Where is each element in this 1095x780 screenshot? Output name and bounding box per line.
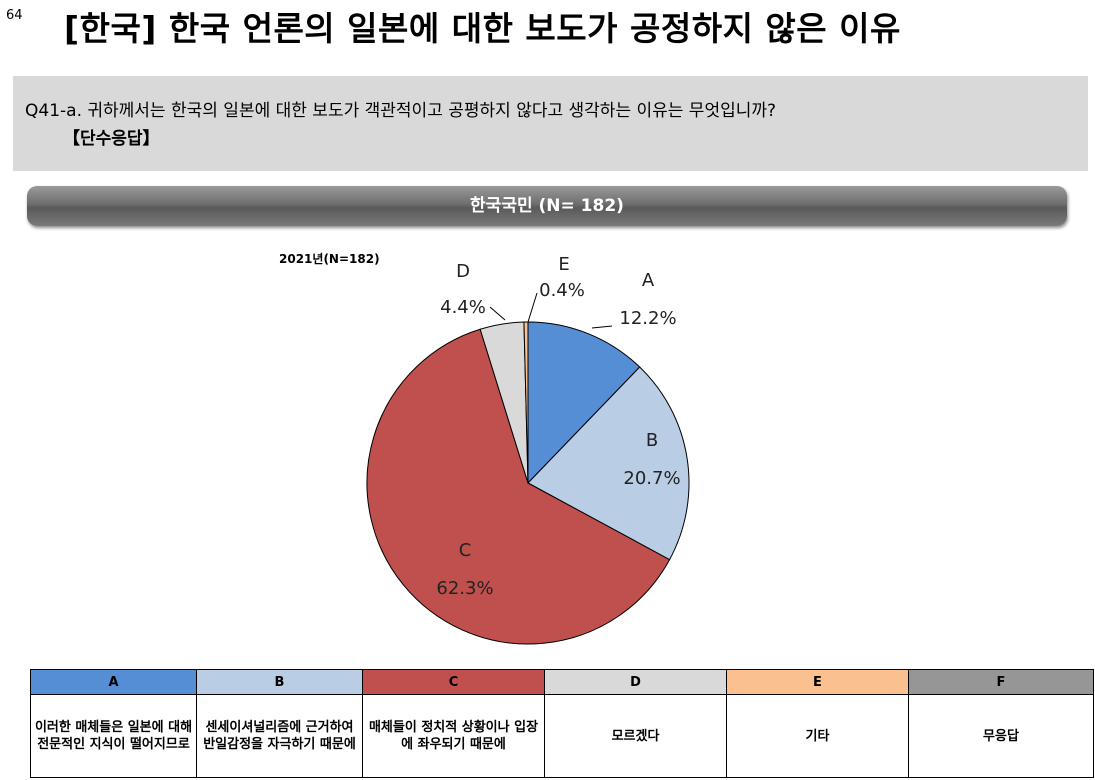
question-box: Q41-a. 귀하께서는 한국의 일본에 대한 보도가 객관적이고 공평하지 않… [13, 76, 1088, 171]
pie-slice-b [527, 366, 690, 561]
legend-header-b: B [196, 669, 363, 695]
value-label-c: 62.3% [436, 578, 493, 599]
legend-desc-e: 기타 [726, 694, 909, 778]
legend-desc-f: 무응답 [908, 694, 1094, 778]
question-text: Q41-a. 귀하께서는 한국의 일본에 대한 보도가 객관적이고 공평하지 않… [25, 101, 777, 121]
category-label-e: E [558, 254, 569, 275]
pie-slice-c [366, 328, 671, 645]
question-response-type: 【단수응답】 [63, 129, 160, 149]
value-label-d: 4.4% [440, 297, 486, 318]
pie-chart: A 12.2% B 20.7% C 62.3% D 4.4% E 0.4% [366, 254, 690, 645]
legend-header-c: C [362, 669, 545, 695]
legend-desc-a: 이러한 매체들은 일본에 대해 전문적인 지식이 떨어지므로 [30, 694, 197, 778]
legend-header-a: A [30, 669, 197, 695]
legend-table: A B C D E F 이러한 매체들은 일본에 대해 전문적인 지식이 떨어지… [30, 669, 1094, 778]
legend-header-e: E [726, 669, 909, 695]
respondent-group-bar: 한국국민 (N= 182) [27, 186, 1067, 226]
legend-header-d: D [544, 669, 727, 695]
leader-line-d [489, 306, 506, 321]
value-label-e: 0.4% [539, 280, 585, 301]
legend-header-row: A B C D E F [30, 669, 1094, 695]
value-label-b: 20.7% [623, 468, 680, 489]
pie-slice-e [523, 321, 529, 484]
page-title: [한국] 한국 언론의 일본에 대한 보도가 공정하지 않은 이유 [64, 9, 901, 48]
category-label-b: B [646, 430, 658, 451]
page-number: 64 [6, 8, 23, 23]
legend-header-f: F [908, 669, 1094, 695]
category-label-a: A [642, 270, 655, 291]
legend-description-row: 이러한 매체들은 일본에 대해 전문적인 지식이 떨어지므로 센세이셔널리즘에 … [30, 694, 1094, 778]
legend-desc-c: 매체들이 정치적 상황이나 입장에 좌우되기 때문에 [362, 694, 545, 778]
value-label-a: 12.2% [619, 308, 676, 329]
legend-desc-b: 센세이셔널리즘에 근거하여 반일감정을 자극하기 때문에 [196, 694, 363, 778]
pie-slice-a [527, 321, 641, 485]
leader-line-e [527, 292, 538, 323]
chart-subtitle: 2021년(N=182) [279, 252, 380, 266]
leader-line-a [591, 325, 613, 329]
legend-desc-d: 모르겠다 [544, 694, 727, 778]
category-label-c: C [459, 540, 472, 561]
category-label-d: D [456, 261, 470, 282]
